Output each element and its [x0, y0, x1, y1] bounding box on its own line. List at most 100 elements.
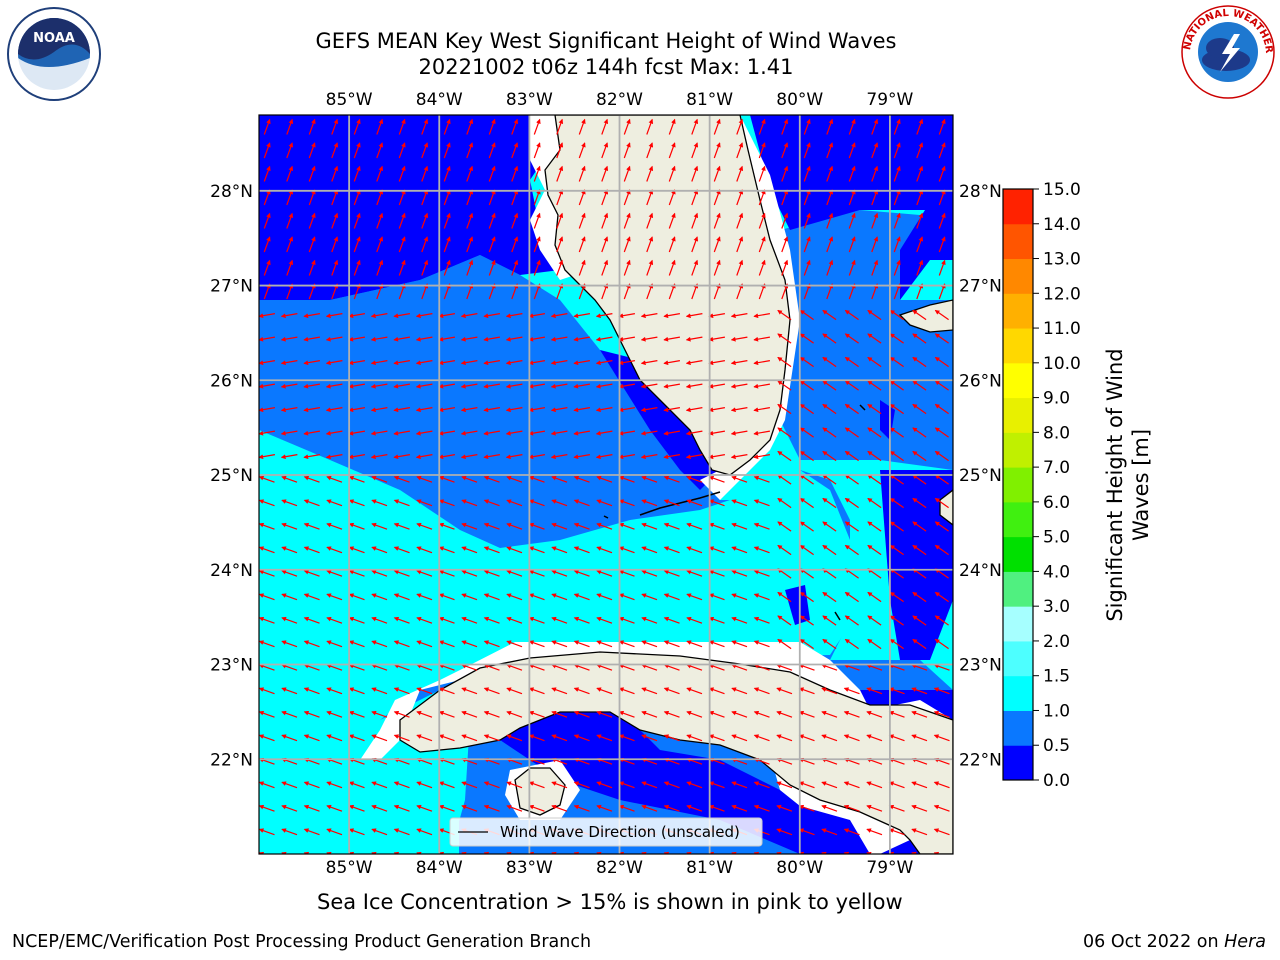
wave-direction-arrow: [556, 118, 564, 135]
wave-direction-arrow: [776, 734, 793, 742]
wave-direction-arrow: [438, 475, 455, 483]
wave-direction-arrow: [371, 663, 388, 671]
tick-labels: 85°W 85°W 84°W 84°W 83°W 83°W 82°W 82°W 81°W 81°W…: [210, 90, 1002, 878]
wave-direction-arrow: [641, 569, 658, 577]
wave-direction-arrow: [822, 521, 837, 532]
wave-direction-arrow: [822, 309, 837, 321]
wave-direction-arrow: [736, 118, 744, 135]
wave-direction-arrow: [889, 497, 904, 509]
wave-direction-arrow: [731, 710, 748, 718]
wave-direction-arrow: [777, 427, 792, 438]
wave-direction-arrow: [556, 259, 564, 276]
wave-direction-arrow: [460, 336, 478, 342]
wave-direction-arrow: [528, 640, 545, 648]
wave-direction-arrow: [916, 142, 924, 159]
wave-direction-arrow: [641, 640, 658, 648]
wave-direction-arrow: [640, 454, 658, 460]
wave-direction-arrow: [753, 499, 770, 507]
wave-direction-arrow: [826, 165, 834, 182]
footer-branch: NCEP/EMC/Verification Post Processing Pr…: [12, 932, 592, 952]
wave-direction-arrow: [618, 640, 635, 648]
wave-direction-arrow: [533, 142, 541, 159]
wave-direction-arrow: [286, 236, 294, 253]
wave-direction-arrow: [803, 283, 811, 300]
wave-direction-arrow: [263, 165, 271, 182]
wave-direction-arrow: [596, 687, 613, 695]
colorbar-segment: [1003, 293, 1033, 329]
wave-direction-arrow: [259, 781, 275, 789]
wave-direction-arrow: [844, 497, 859, 509]
wave-direction-arrow: [348, 616, 365, 624]
wave-direction-arrow: [844, 615, 859, 626]
wave-direction-arrow: [393, 687, 410, 695]
wave-direction-arrow: [799, 474, 814, 485]
wave-direction-arrow: [821, 781, 838, 789]
wave-direction-arrow: [393, 522, 410, 530]
wave-direction-arrow: [822, 333, 837, 344]
wave-direction-arrow: [461, 687, 478, 695]
wave-direction-arrow: [466, 165, 474, 182]
wave-direction-arrow: [325, 383, 343, 389]
wave-direction-arrow: [777, 356, 792, 368]
wave-direction-arrow: [934, 309, 949, 321]
wave-direction-arrow: [286, 283, 294, 300]
lon-label-top: 81°W: [686, 90, 733, 110]
wave-direction-arrow: [686, 734, 703, 742]
wave-direction-arrow: [843, 734, 860, 742]
wave-direction-arrow: [393, 804, 410, 812]
lon-label-top: 82°W: [596, 90, 643, 110]
wave-direction-arrow: [416, 734, 433, 742]
colorbar-segment: [1003, 710, 1033, 746]
wave-direction-arrow: [511, 189, 519, 206]
wave-direction-arrow: [551, 593, 568, 601]
colorbar-tick-label: 1.5: [1043, 667, 1070, 687]
wave-direction-arrow: [713, 259, 721, 276]
wave-direction-arrow: [686, 593, 703, 601]
wave-direction-arrow: [912, 450, 927, 462]
wave-direction-arrow: [370, 430, 388, 436]
wave-direction-arrow: [938, 189, 946, 206]
wave-direction-arrow: [871, 165, 879, 182]
wave-direction-arrow: [573, 569, 590, 577]
wave-direction-arrow: [799, 427, 814, 438]
colorbar-segment: [1003, 640, 1033, 677]
wave-direction-arrow: [781, 118, 789, 135]
wave-direction-arrow: [867, 309, 882, 321]
wave-direction-arrow: [623, 259, 631, 276]
wave-direction-arrow: [528, 454, 546, 460]
colorbar-tick-label: 8.0: [1043, 423, 1070, 443]
wave-direction-arrow: [595, 313, 613, 319]
wave-direction-arrow: [573, 313, 591, 319]
wave-direction-arrow: [713, 212, 721, 229]
colorbar-segment: [1003, 189, 1033, 225]
wave-direction-arrow: [691, 118, 699, 135]
colorbar-tick-label: 7.0: [1043, 458, 1070, 478]
wave-direction-arrow: [326, 710, 343, 718]
wave-direction-arrow: [303, 407, 321, 413]
wave-direction-arrow: [370, 407, 388, 413]
wave-direction-arrow: [843, 710, 860, 718]
wave-direction-arrow: [799, 356, 814, 368]
wave-direction-arrow: [736, 189, 744, 206]
wave-direction-arrow: [281, 593, 298, 601]
wave-direction-arrow: [938, 212, 946, 229]
wave-direction-arrow: [416, 781, 433, 789]
wave-direction-arrow: [889, 427, 904, 438]
wave-direction-arrow: [326, 640, 343, 648]
wave-direction-arrow: [259, 828, 275, 836]
colorbar-tick-label: 0.0: [1043, 771, 1070, 791]
wave-direction-arrow: [460, 360, 478, 366]
wave-direction-arrow: [708, 522, 725, 530]
wave-direction-arrow: [438, 734, 455, 742]
wave-direction-arrow: [573, 546, 590, 554]
wave-direction-arrow: [736, 165, 744, 182]
noaa-logo-text: NOAA: [33, 31, 75, 46]
colorbar-tick-label: 5.0: [1043, 528, 1070, 548]
florida-keys: [603, 404, 866, 621]
wave-direction-arrow: [376, 212, 384, 229]
wave-direction-arrow: [934, 427, 949, 438]
wave-direction-arrow: [393, 360, 411, 366]
wave-direction-arrow: [618, 454, 636, 460]
wave-direction-arrow: [685, 360, 703, 366]
wave-direction-arrow: [325, 360, 343, 366]
